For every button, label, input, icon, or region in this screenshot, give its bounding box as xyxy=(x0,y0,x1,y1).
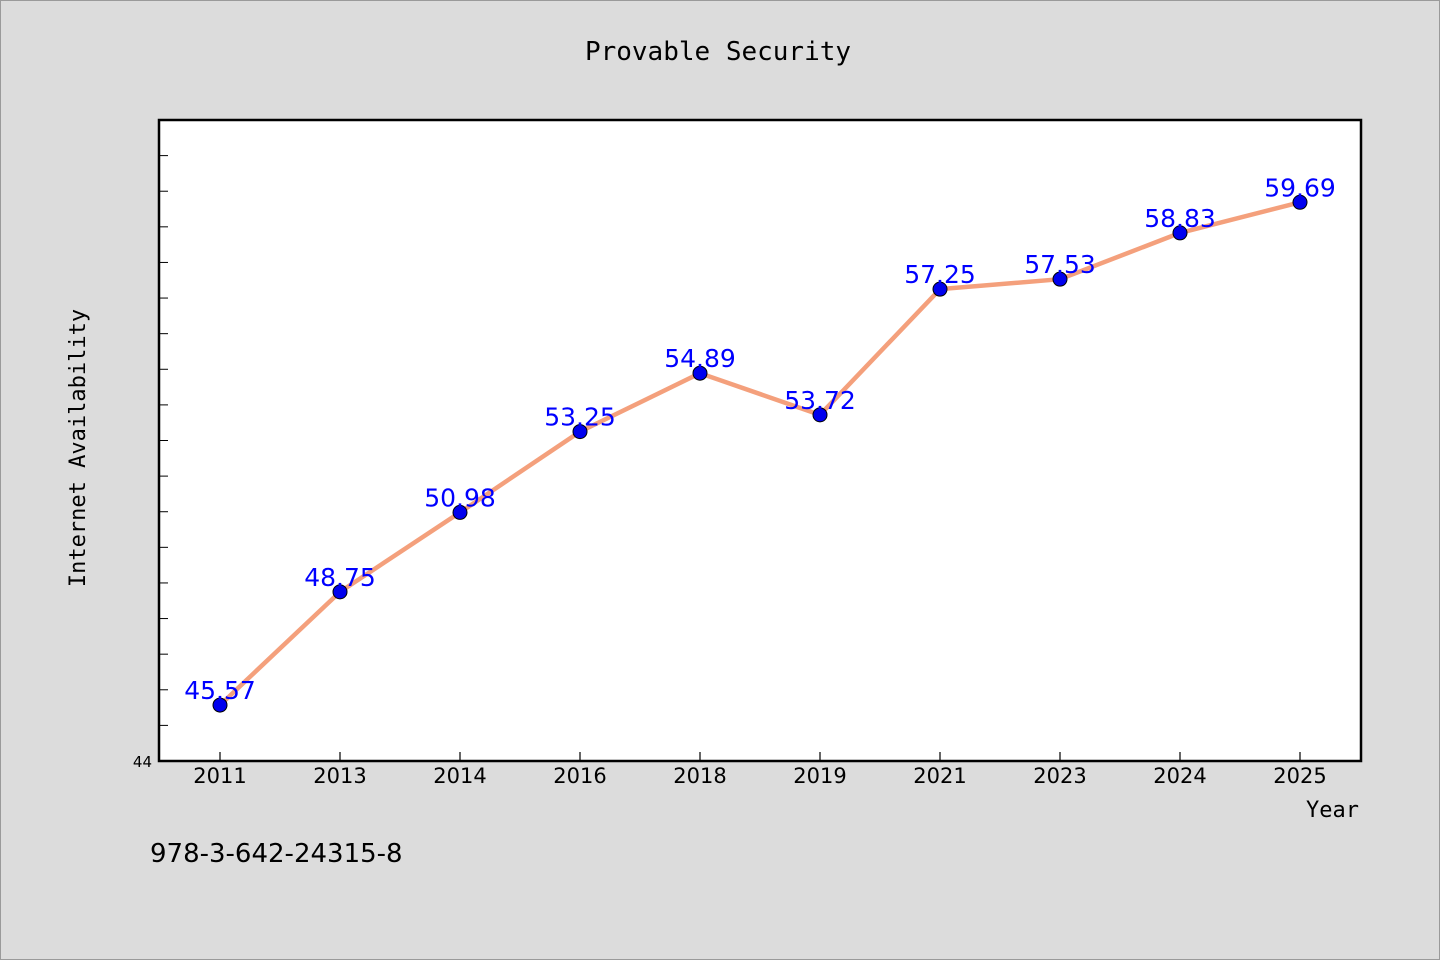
y-axis-ticks xyxy=(159,155,168,726)
x-tick-label: 2024 xyxy=(1153,764,1206,788)
data-label: 45.57 xyxy=(184,676,256,705)
data-label: 57.25 xyxy=(904,260,976,289)
plot-area xyxy=(157,118,1363,763)
data-point xyxy=(812,407,828,423)
chart-title: Provable Security xyxy=(585,37,851,67)
x-tick-label: 2025 xyxy=(1273,764,1326,788)
data-point xyxy=(692,365,708,381)
data-label: 54.89 xyxy=(664,344,736,373)
x-axis-label: Year xyxy=(1306,798,1359,823)
data-label: 53.25 xyxy=(544,403,616,432)
x-tick-label: 2013 xyxy=(313,764,366,788)
x-tick-label: 2018 xyxy=(673,764,726,788)
x-axis-ticks xyxy=(219,752,1301,761)
data-point xyxy=(452,504,468,520)
series-markers xyxy=(212,194,1308,713)
data-point xyxy=(1292,194,1308,210)
x-tick-label: 2016 xyxy=(553,764,606,788)
y-axis-label: Internet Availability xyxy=(66,309,91,587)
y-axis-min-label: 44 xyxy=(133,753,152,771)
x-tick-label: 2019 xyxy=(793,764,846,788)
data-point xyxy=(212,697,228,713)
data-label: 50.98 xyxy=(424,483,496,512)
data-point xyxy=(1052,271,1068,287)
series-line xyxy=(217,200,1303,708)
x-tick-label: 2023 xyxy=(1033,764,1086,788)
x-tick-label: 2021 xyxy=(913,764,966,788)
data-label: 59.69 xyxy=(1264,173,1336,202)
data-label: 53.72 xyxy=(784,386,856,415)
x-tick-label: 2011 xyxy=(193,764,246,788)
data-point xyxy=(572,424,588,440)
data-point xyxy=(332,584,348,600)
data-labels: 45.57 48.75 50.98 53.25 54.89 53.72 57.25 57.53… xyxy=(184,173,1336,705)
x-axis-tick-labels: 2011 2013 2014 2016 2018 2019 2021 2023 2024 2025 xyxy=(193,764,1326,788)
isbn-text: 978-3-642-24315-8 xyxy=(150,839,403,869)
x-tick-label: 2014 xyxy=(433,764,486,788)
data-point xyxy=(932,281,948,297)
data-point xyxy=(1172,225,1188,241)
data-label: 48.75 xyxy=(304,563,376,592)
data-label: 57.53 xyxy=(1024,250,1096,279)
data-label: 58.83 xyxy=(1144,204,1216,233)
